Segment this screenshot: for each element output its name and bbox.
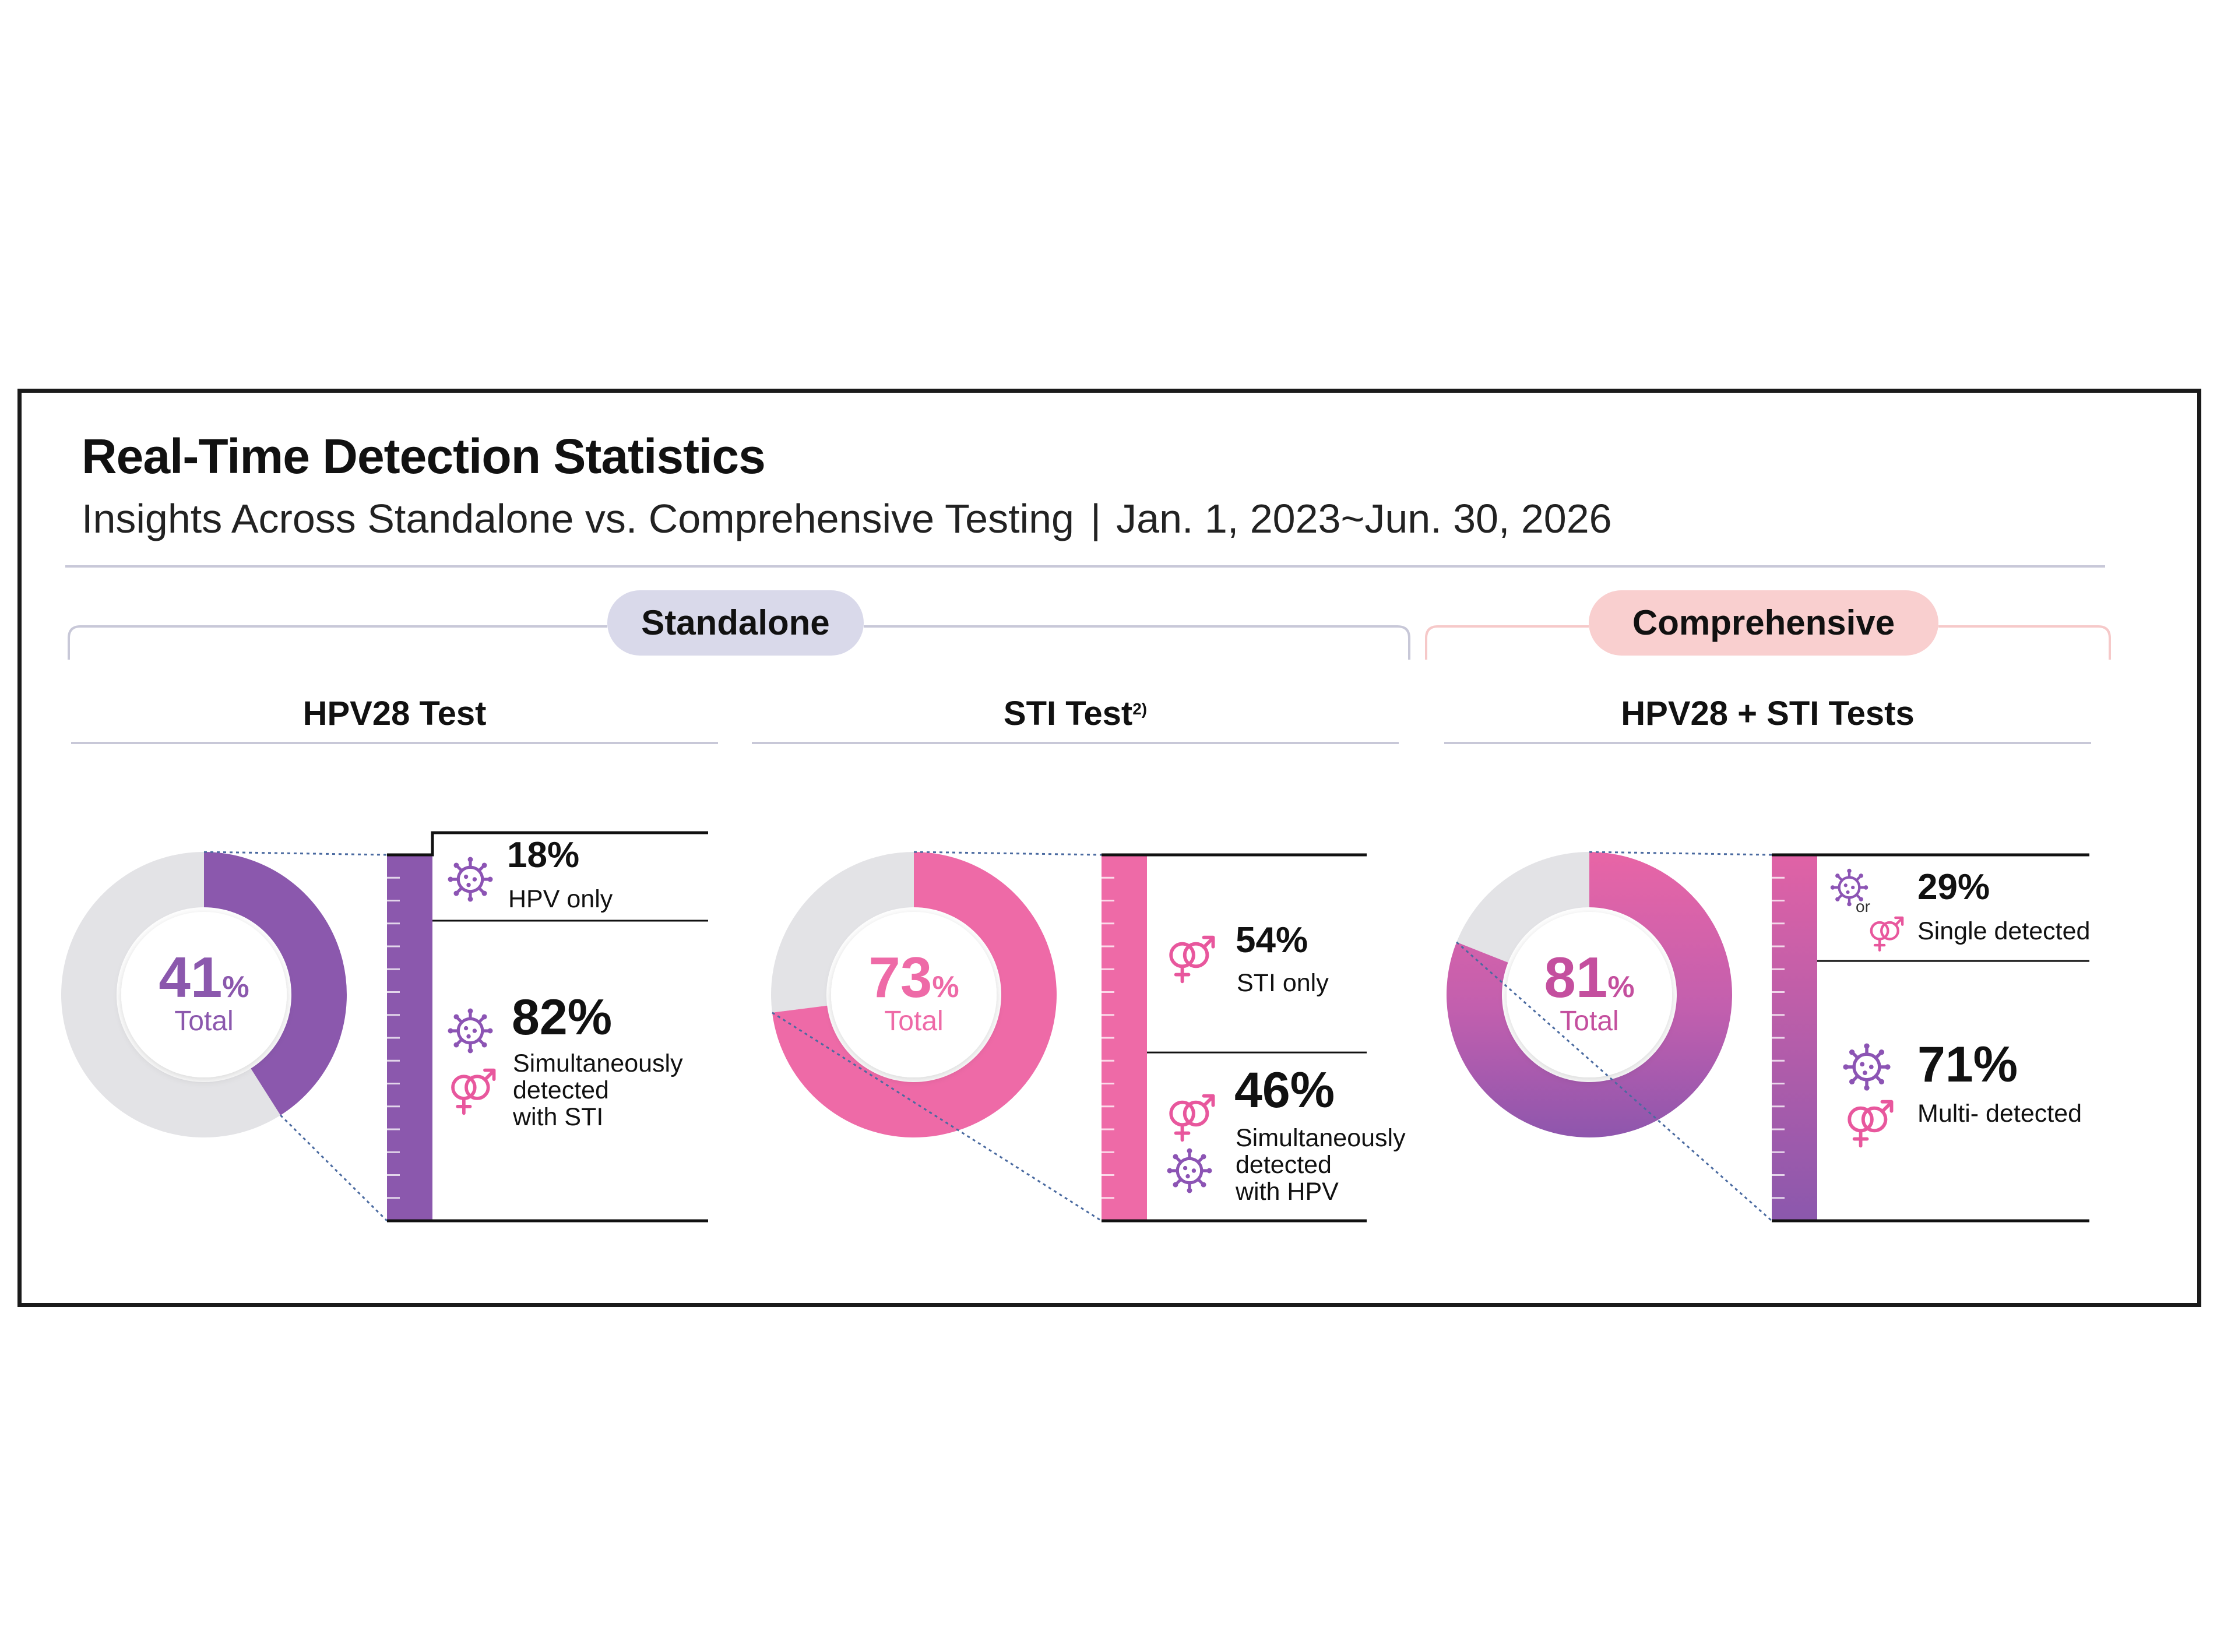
date-range: Jan. 1, 2023~Jun. 30, 2026 [1116, 496, 1612, 541]
subtitle-text: Insights Across Standalone vs. Comprehen… [82, 496, 1074, 541]
comp-total-label: Total [1560, 1006, 1619, 1037]
page-title: Real-Time Detection Statistics [82, 429, 766, 484]
comp-single-value: 29% [1917, 867, 1990, 907]
hpv-total-number: 41 [159, 945, 223, 1009]
comp-multi-gender-icon [1848, 1100, 1894, 1148]
hpv-donut-center [121, 912, 287, 1077]
hpv-total-unit: % [222, 970, 249, 1004]
comp-single-virus-icon [1830, 868, 1868, 907]
comp-total-number: 81 [1544, 945, 1608, 1009]
hpv-connector-top [203, 851, 388, 856]
comp-multi-label: Multi- detected [1917, 1100, 2082, 1128]
hpv-multi-virus-icon [448, 1008, 493, 1054]
sti-multi-label-line: with HPV [1236, 1178, 1339, 1206]
sti-test-title: STI Test2) [752, 691, 1399, 737]
sti-total-unit: % [932, 970, 959, 1004]
comp-multi-virus-icon [1843, 1043, 1891, 1091]
sti-only-gender-icon [1169, 935, 1215, 984]
sti-multi-value: 46% [1234, 1062, 1335, 1118]
comprehensive-pill: Comprehensive [1589, 590, 1938, 656]
comp-test-title: HPV28 + STI Tests [1444, 691, 2091, 737]
sti-footnote: 2) [1132, 700, 1148, 718]
sti-multi-gender-icon [1169, 1094, 1215, 1142]
subtitle-separator: | [1090, 496, 1102, 541]
comp-total-unit: % [1607, 970, 1635, 1004]
sti-total-label: Total [884, 1006, 944, 1037]
hpv-multi-label-line: with STI [513, 1103, 604, 1131]
sti-donut-slice [772, 852, 1057, 1137]
comp-donut-remainder [1456, 852, 1589, 963]
standalone-pill: Standalone [607, 590, 864, 656]
sti-connector-top [913, 851, 1102, 856]
hpv-test-title: HPV28 Test [71, 691, 718, 737]
sti-multi-label-line: detected [1236, 1151, 1332, 1179]
comp-connector-top [1589, 851, 1772, 856]
hpv-donut-remainder [61, 852, 281, 1137]
comp-single-connector: or [1856, 897, 1870, 915]
hpv-bar-top-line [387, 831, 708, 857]
hpv-donut-slice [204, 852, 347, 1115]
hpv-multi-value: 82% [512, 989, 613, 1045]
hpv-connector-bottom [280, 1114, 388, 1222]
sti-connector-bottom [772, 1012, 1102, 1222]
sti-test-title-text: STI Test [1003, 695, 1133, 732]
hpv-test-title-text: HPV28 Test [302, 695, 487, 732]
comp-test-title-text: HPV28 + STI Tests [1621, 695, 1915, 732]
hpv-only-virus-icon [448, 857, 493, 902]
hpv-multi-gender-icon [451, 1068, 496, 1115]
hpv-multi-label-line: Simultaneously [513, 1049, 683, 1077]
hpv-total-value: 41% [108, 945, 300, 1010]
sti-only-value: 54% [1236, 920, 1308, 960]
hpv-multi-label-line: detected [513, 1076, 609, 1104]
comp-total-value: 81% [1493, 945, 1685, 1010]
standalone-bracket [68, 625, 1410, 660]
sti-multi-virus-icon [1167, 1148, 1212, 1193]
sti-total-value: 73% [818, 945, 1010, 1010]
sti-donut-remainder [770, 852, 914, 1013]
comp-multi-value: 71% [1917, 1037, 2018, 1093]
comprehensive-bracket [1425, 625, 2111, 660]
hpv-only-value: 18% [507, 835, 580, 875]
comp-single-label: Single detected [1917, 917, 2091, 945]
page-subtitle: Insights Across Standalone vs. Comprehen… [82, 495, 1612, 542]
comp-donut-center [1507, 912, 1672, 1077]
hpv-only-label: HPV only [508, 885, 613, 913]
sti-total-number: 73 [868, 945, 932, 1009]
sti-only-label: STI only [1237, 969, 1329, 997]
hpv-total-label: Total [174, 1006, 234, 1037]
comp-single-gender-icon [1870, 916, 1904, 952]
sti-multi-label-line: Simultaneously [1236, 1124, 1406, 1152]
sti-donut-center [831, 912, 997, 1077]
comp-donut-slice [1447, 852, 1732, 1137]
